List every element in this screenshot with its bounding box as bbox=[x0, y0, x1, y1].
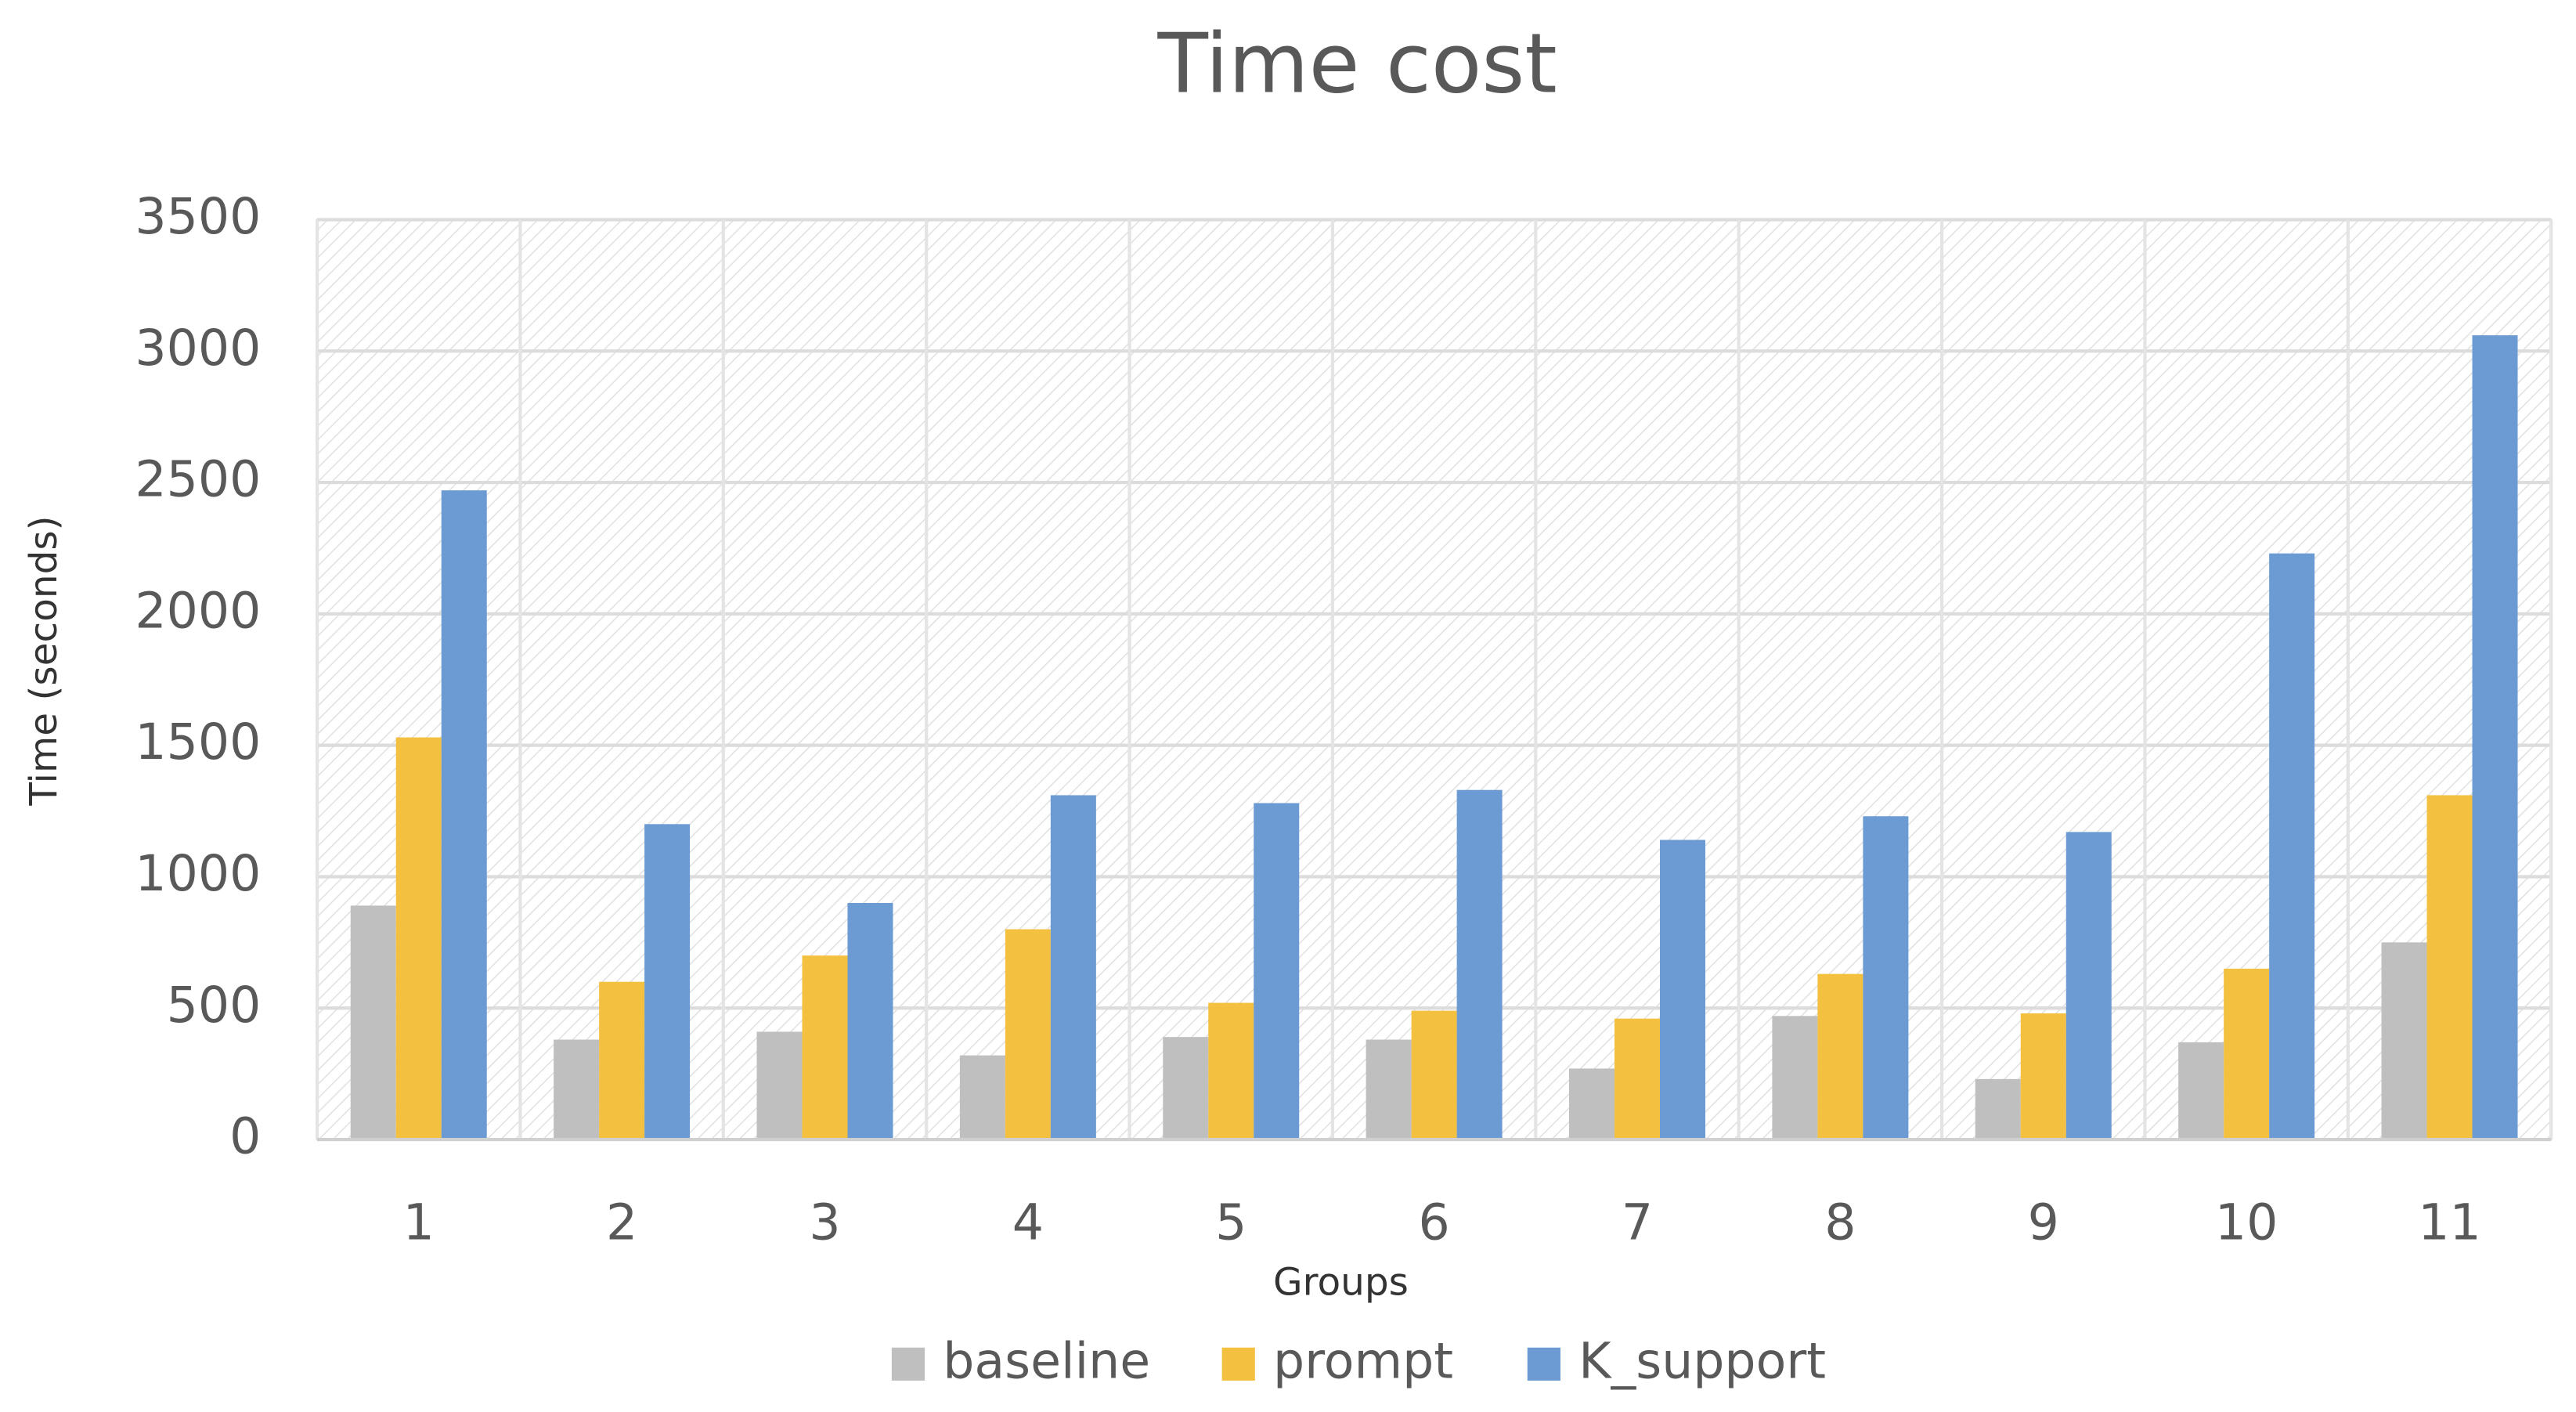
bar bbox=[1863, 816, 1909, 1140]
x-tick-label: 11 bbox=[2418, 1193, 2480, 1251]
x-tick-label: 2 bbox=[606, 1193, 637, 1251]
bar bbox=[1975, 1078, 2021, 1140]
y-tick-label: 3000 bbox=[135, 319, 261, 377]
y-tick-label: 1500 bbox=[135, 713, 261, 771]
bar bbox=[1615, 1018, 1661, 1140]
bar bbox=[1569, 1068, 1615, 1140]
x-tick-label: 7 bbox=[1622, 1193, 1653, 1251]
bar bbox=[1005, 929, 1051, 1140]
x-tick-label: 6 bbox=[1419, 1193, 1450, 1251]
legend-label: K_support bbox=[1578, 1331, 1826, 1389]
bar bbox=[1817, 973, 1863, 1140]
y-axis-title: Time (seconds) bbox=[22, 515, 66, 806]
x-tick-label: 9 bbox=[2028, 1193, 2059, 1251]
bar bbox=[1254, 803, 1300, 1140]
legend-label: prompt bbox=[1273, 1331, 1453, 1389]
y-tick-label: 3500 bbox=[135, 187, 261, 245]
bar bbox=[959, 1055, 1005, 1140]
bar bbox=[2065, 832, 2112, 1140]
x-tick-label: 1 bbox=[403, 1193, 435, 1251]
bar bbox=[2426, 795, 2473, 1140]
bar bbox=[1208, 1002, 1254, 1140]
bar bbox=[599, 981, 645, 1140]
bar bbox=[756, 1031, 803, 1140]
bar bbox=[2020, 1013, 2066, 1140]
x-tick-label: 3 bbox=[809, 1193, 840, 1251]
bar bbox=[2472, 335, 2518, 1140]
bar bbox=[1660, 840, 1705, 1140]
chart-title: Time cost bbox=[1156, 15, 1557, 111]
y-tick-label: 2000 bbox=[135, 581, 261, 639]
y-tick-label: 500 bbox=[167, 976, 262, 1034]
legend-swatch bbox=[1527, 1347, 1560, 1381]
y-tick-label: 0 bbox=[229, 1107, 261, 1165]
y-tick-label: 2500 bbox=[135, 450, 261, 508]
legend-swatch bbox=[1221, 1347, 1255, 1381]
bar bbox=[2178, 1042, 2224, 1140]
bar bbox=[441, 490, 487, 1140]
x-tick-label: 10 bbox=[2215, 1193, 2278, 1251]
x-tick-label: 4 bbox=[1012, 1193, 1044, 1251]
bar bbox=[2269, 553, 2315, 1140]
bar bbox=[554, 1039, 600, 1140]
bar bbox=[1163, 1037, 1209, 1140]
legend-label: baseline bbox=[943, 1331, 1150, 1389]
legend-swatch bbox=[891, 1347, 925, 1381]
x-axis-title: Groups bbox=[1273, 1261, 1409, 1305]
bar bbox=[802, 955, 848, 1140]
bar bbox=[847, 903, 893, 1140]
bar bbox=[1050, 795, 1096, 1140]
bar bbox=[2381, 942, 2427, 1140]
bar bbox=[395, 737, 442, 1140]
bar bbox=[1456, 789, 1503, 1140]
x-tick-label: 5 bbox=[1215, 1193, 1247, 1251]
bar bbox=[1366, 1039, 1412, 1140]
bar bbox=[644, 824, 691, 1140]
x-tick-label: 8 bbox=[1824, 1193, 1856, 1251]
y-tick-label: 1000 bbox=[135, 844, 261, 902]
bar bbox=[1772, 1016, 1818, 1140]
bar bbox=[350, 905, 396, 1140]
bar bbox=[1411, 1010, 1457, 1140]
bar bbox=[2224, 968, 2270, 1140]
